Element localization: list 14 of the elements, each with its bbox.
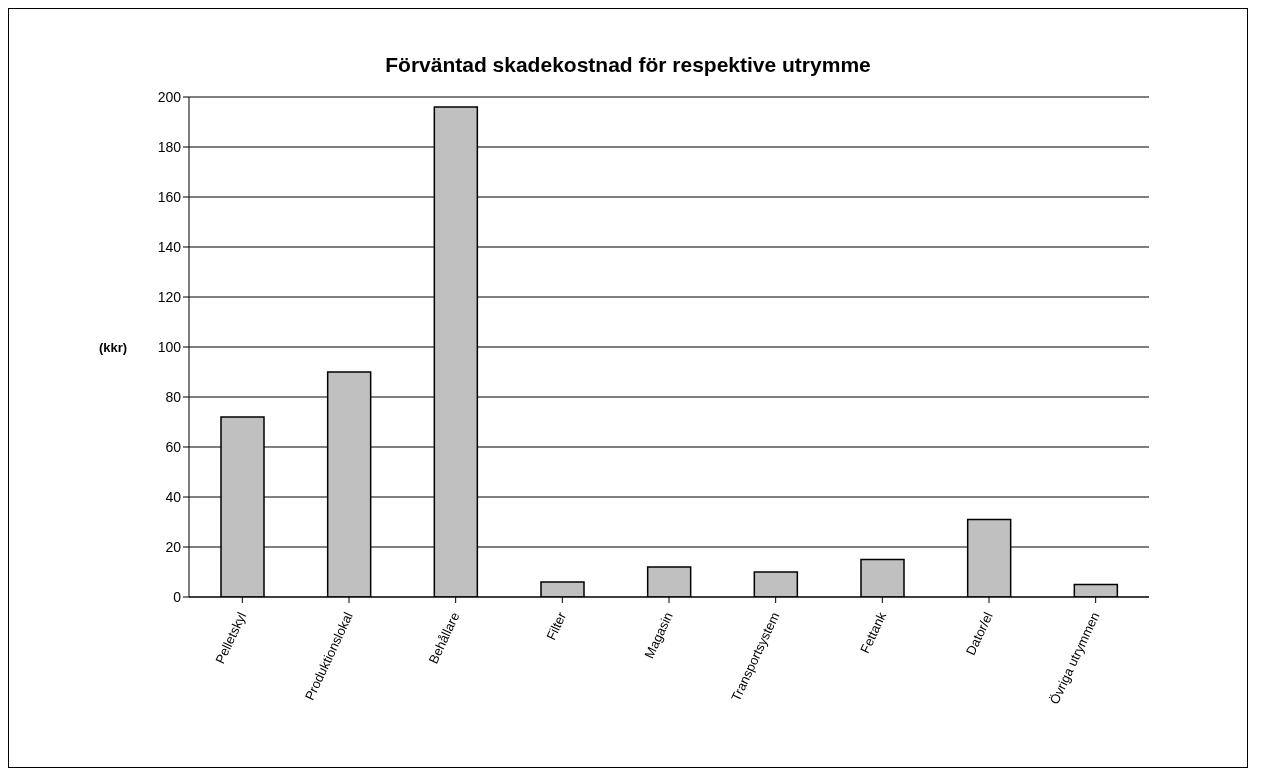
y-tick-label: 100	[157, 338, 182, 355]
y-tick-label: 40	[165, 488, 182, 505]
y-tick-label: 80	[165, 388, 182, 405]
y-axis-title: (kkr)	[99, 339, 128, 355]
y-tick-label: 140	[157, 238, 182, 255]
y-tick-label: 60	[165, 438, 182, 455]
y-tick-label: 0	[173, 588, 182, 605]
x-tick-label: Filter	[543, 609, 570, 643]
y-tick-label: 160	[157, 188, 182, 205]
y-tick-label: 120	[157, 288, 182, 305]
y-tick-label: 20	[165, 538, 182, 555]
y-tick-label: 200	[157, 88, 182, 105]
y-tick-label: 180	[157, 138, 182, 155]
chart-title: Förväntad skadekostnad för respektive utrymme	[384, 53, 872, 77]
